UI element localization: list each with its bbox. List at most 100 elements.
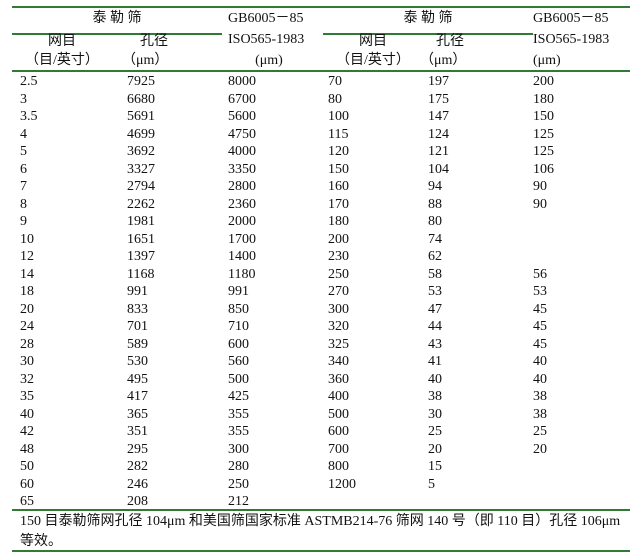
cell-mesh-right: 500: [328, 406, 349, 422]
cell-aperture-right: 47: [428, 301, 442, 317]
cell-mesh-left: 50: [20, 459, 34, 474]
cell-mesh-left: 42: [20, 424, 34, 439]
cell-iso-left: 8000: [228, 74, 256, 89]
cell-mesh-left: 5: [20, 144, 27, 159]
cell-mesh-left: 4: [20, 126, 27, 142]
table-row: 10 1651 1700 200 74: [0, 232, 643, 250]
tyler-sieve-heading-right: 泰 勒 筛: [403, 11, 453, 26]
cell-iso-right: 53: [533, 284, 547, 299]
cell-aperture-left: 295: [127, 441, 148, 457]
cell-mesh-right: 100: [328, 109, 349, 124]
aperture-label-left: 孔径: [140, 34, 168, 49]
mesh-label-left: 网目: [48, 34, 76, 49]
table-row: 48 295 300 700 20 20: [0, 442, 643, 460]
cell-aperture-right: 104: [428, 161, 449, 177]
mesh-label-right: 网目: [359, 34, 387, 49]
table-row: 6 3327 3350 150 104 106: [0, 162, 643, 180]
cell-iso-right: 45: [533, 319, 547, 334]
table-row: 65 208 212: [0, 494, 643, 512]
table-row: 18 991 991 270 53 53: [0, 284, 643, 302]
table-row: 42 351 355 600 25 25: [0, 424, 643, 442]
cell-iso-right: 90: [533, 196, 547, 212]
cell-aperture-right: 43: [428, 336, 442, 352]
table-row: 30 530 560 340 41 40: [0, 354, 643, 372]
cell-mesh-right: 200: [328, 231, 349, 247]
cell-mesh-right: 150: [328, 161, 349, 177]
cell-iso-left: 2000: [228, 214, 256, 229]
table-row: 35 417 425 400 38 38: [0, 389, 643, 407]
gb-standard-left: GB6005－85: [228, 11, 304, 26]
cell-iso-left: 250: [228, 476, 249, 492]
cell-iso-left: 1700: [228, 231, 256, 247]
cell-iso-left: 425: [228, 389, 249, 404]
cell-mesh-left: 65: [20, 494, 34, 509]
cell-mesh-left: 7: [20, 179, 27, 194]
table-row: 3 6680 6700 80 175 180: [0, 92, 643, 110]
cell-aperture-right: 62: [428, 249, 442, 264]
cell-mesh-left: 2.5: [20, 74, 38, 89]
cell-iso-left: 991: [228, 284, 249, 299]
cell-aperture-left: 7925: [127, 74, 155, 89]
cell-aperture-right: 20: [428, 441, 442, 457]
cell-mesh-right: 600: [328, 424, 349, 439]
aperture-label-right: 孔径: [436, 34, 464, 49]
cell-iso-left: 212: [228, 494, 249, 509]
cell-mesh-right: 325: [328, 336, 349, 352]
cell-mesh-left: 3: [20, 91, 27, 107]
cell-iso-left: 710: [228, 319, 249, 334]
cell-aperture-left: 495: [127, 371, 148, 387]
table-row: 5 3692 4000 120 121 125: [0, 144, 643, 162]
footnote-top-rule: [12, 509, 630, 511]
table-row: 8 2262 2360 170 88 90: [0, 197, 643, 215]
cell-aperture-left: 4699: [127, 126, 155, 142]
cell-iso-right: 40: [533, 371, 547, 387]
cell-iso-right: 125: [533, 144, 554, 159]
cell-mesh-right: 230: [328, 249, 349, 264]
cell-mesh-right: 270: [328, 284, 349, 299]
cell-iso-right: 45: [533, 336, 547, 352]
cell-aperture-left: 417: [127, 389, 148, 404]
cell-aperture-right: 175: [428, 91, 449, 107]
table-row: 32 495 500 360 40 40: [0, 372, 643, 390]
cell-aperture-left: 246: [127, 476, 148, 492]
cell-aperture-right: 5: [428, 476, 435, 492]
cell-iso-left: 4000: [228, 144, 256, 159]
header-bottom-rule: [12, 70, 630, 72]
cell-aperture-right: 40: [428, 371, 442, 387]
cell-iso-left: 850: [228, 301, 249, 317]
cell-mesh-left: 20: [20, 301, 34, 317]
cell-aperture-left: 833: [127, 301, 148, 317]
cell-aperture-right: 74: [428, 231, 442, 247]
cell-iso-right: 125: [533, 126, 554, 142]
cell-iso-left: 355: [228, 406, 249, 422]
iso-unit-left: (μm): [255, 53, 283, 68]
tyler-sieve-heading-left: 泰 勒 筛: [92, 11, 142, 26]
cell-iso-right: 38: [533, 389, 547, 404]
cell-aperture-right: 58: [428, 266, 442, 282]
cell-mesh-left: 10: [20, 231, 34, 247]
cell-mesh-left: 48: [20, 441, 34, 457]
cell-mesh-left: 40: [20, 406, 34, 422]
cell-aperture-right: 41: [428, 354, 442, 369]
cell-iso-left: 355: [228, 424, 249, 439]
cell-aperture-left: 1651: [127, 231, 155, 247]
cell-mesh-right: 160: [328, 179, 349, 194]
cell-mesh-left: 9: [20, 214, 27, 229]
cell-mesh-right: 250: [328, 266, 349, 282]
cell-mesh-left: 30: [20, 354, 34, 369]
cell-mesh-right: 360: [328, 371, 349, 387]
cell-aperture-right: 197: [428, 74, 449, 89]
cell-mesh-right: 180: [328, 214, 349, 229]
mesh-unit-left: （目/英寸）: [25, 53, 99, 68]
tyler-underline-left: [12, 33, 222, 35]
cell-mesh-right: 70: [328, 74, 342, 89]
cell-mesh-left: 18: [20, 284, 34, 299]
table-row: 50 282 280 800 15: [0, 459, 643, 477]
cell-aperture-left: 1981: [127, 214, 155, 229]
cell-aperture-left: 365: [127, 406, 148, 422]
cell-aperture-left: 991: [127, 284, 148, 299]
cell-mesh-right: 1200: [328, 476, 356, 492]
cell-aperture-right: 94: [428, 179, 442, 194]
cell-mesh-left: 12: [20, 249, 34, 264]
cell-iso-right: 90: [533, 179, 547, 194]
